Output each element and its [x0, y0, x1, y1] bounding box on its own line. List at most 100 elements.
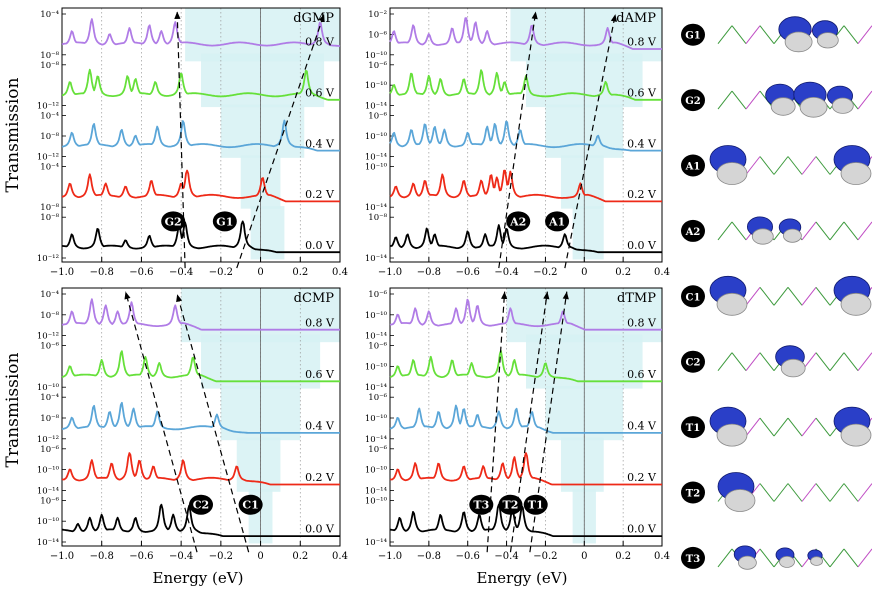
- orbital-a2: A2: [681, 216, 872, 245]
- bond: [731, 90, 747, 110]
- y-tick-label: 10⁻⁶: [368, 290, 387, 300]
- x-tick-label: 0.4: [654, 267, 670, 278]
- annotation-label-t3: T3: [473, 499, 489, 512]
- y-tick-label: 10⁻¹⁴: [365, 102, 388, 112]
- trend-line: [176, 294, 250, 553]
- y-tick-label: 10⁻¹⁰: [365, 81, 388, 91]
- x-tick-label: −0.6: [129, 551, 153, 562]
- series-label-damp-3: 0.6 V: [627, 86, 657, 99]
- bond: [801, 483, 817, 502]
- bond: [857, 25, 872, 45]
- bond: [731, 221, 747, 241]
- annotation-marker-c2: [189, 494, 213, 515]
- y-tick-label: 10⁻⁸: [40, 51, 59, 61]
- series-damp-02: [389, 169, 662, 203]
- bond: [717, 90, 733, 110]
- bond: [857, 352, 872, 372]
- bond: [857, 221, 872, 241]
- y-tick-label: 10⁻⁴: [40, 162, 59, 172]
- series-label-dtmp-4: 0.8 V: [627, 316, 657, 329]
- annotation-label-c2: C2: [193, 499, 209, 512]
- annotation-label-a1: A1: [548, 215, 565, 228]
- bias-window-dtmp-1: [560, 437, 604, 492]
- y-tick-label: 10⁻⁴: [40, 10, 59, 20]
- bond: [787, 417, 803, 437]
- orbital-lobe-grey: [724, 489, 756, 512]
- orbital-label-g2: G2: [685, 96, 701, 107]
- orbital-badge-a1: [681, 154, 705, 177]
- bond: [773, 156, 789, 175]
- orbital-lobe-grey: [840, 423, 872, 447]
- bond: [787, 156, 803, 175]
- y-tick-label: 10⁻⁸: [40, 311, 59, 321]
- series-dcmp-00: [61, 503, 340, 537]
- orbital-label-a1: A1: [685, 162, 701, 173]
- y-tick-label: 10⁻¹⁴: [365, 203, 388, 213]
- annotation-marker-a1: [545, 211, 570, 232]
- orbital-lobe-grey: [716, 162, 748, 185]
- orbital-badge-a2: [681, 219, 705, 242]
- x-tick-label: −0.2: [533, 551, 557, 562]
- panel-title-dtmp: dTMP: [617, 291, 656, 306]
- y-tick-label: 10⁻⁶: [368, 112, 387, 122]
- bond: [843, 25, 859, 45]
- bond: [773, 286, 789, 306]
- series-dtmp-06: [389, 349, 662, 383]
- series-dgmp-08: [61, 18, 341, 47]
- y-tick-label: 10⁻¹⁰: [37, 383, 60, 393]
- annotation-label-g2: G2: [165, 215, 182, 228]
- bond: [829, 352, 845, 372]
- series-label-damp-4: 0.8 V: [627, 36, 657, 49]
- axes-frame-dcmp: [61, 287, 341, 547]
- series-dcmp-04: [61, 401, 340, 434]
- y-tick-label: 10⁻⁸: [40, 213, 59, 223]
- x-tick-label: 0: [581, 267, 587, 278]
- orbital-badge-t1: [681, 416, 705, 439]
- series-dtmp-04: [389, 404, 662, 434]
- orbital-g1: G1: [681, 16, 872, 53]
- series-damp-04: [389, 120, 662, 152]
- x-axis-title-right: Energy (eV): [477, 569, 568, 587]
- bond: [745, 156, 761, 175]
- bond: [731, 25, 747, 45]
- orbital-c1: C1: [681, 275, 872, 316]
- orbital-column: G1 G2 A1 A2 C1 C2 T1 T2 T3: [681, 16, 872, 570]
- orbital-g2: G2: [681, 81, 872, 118]
- y-tick-label: 10⁻¹⁴: [365, 486, 388, 496]
- bond: [745, 352, 761, 372]
- bond: [787, 286, 803, 306]
- bond: [759, 25, 775, 45]
- bond: [759, 352, 775, 372]
- bond: [843, 221, 859, 241]
- orbital-lobe-grey: [840, 162, 872, 185]
- bond: [843, 483, 859, 502]
- orbital-lobe-grey: [751, 228, 774, 245]
- y-tick-label: 10⁻¹²: [37, 152, 59, 162]
- trend-line: [564, 13, 616, 269]
- bond: [829, 548, 845, 568]
- bond: [773, 417, 789, 437]
- y-tick-label: 10⁻¹⁴: [365, 538, 388, 548]
- bond: [857, 548, 872, 568]
- x-tick-label: −0.8: [90, 267, 114, 278]
- bond: [717, 352, 733, 372]
- y-tick-label: 10⁻¹⁰: [37, 466, 60, 476]
- x-tick-label: −0.4: [494, 551, 518, 562]
- bond: [745, 25, 761, 45]
- y-tick-label: 10⁻⁸: [40, 61, 59, 71]
- annotation-label-t2: T2: [503, 499, 519, 512]
- orbital-t2: T2: [681, 472, 872, 512]
- orbital-badge-g2: [681, 89, 705, 112]
- x-axis-title-left: Energy (eV): [153, 569, 244, 587]
- bias-window-dgmp-4: [185, 8, 340, 62]
- y-tick-label: 10⁻⁶: [368, 61, 387, 71]
- y-tick-label: 10⁻¹²: [37, 435, 59, 445]
- y-tick-label: 10⁻⁶: [368, 30, 387, 40]
- panel-dcmp: −1.0 −0.8 −0.6 −0.4 −0.2 0 0.2 0.4 10⁻⁶ 10⁻¹⁰ 10⁻¹…: [37, 287, 348, 562]
- orbital-label-a2: A2: [685, 227, 701, 238]
- y-tick-label: 10⁻⁸: [40, 132, 59, 142]
- y-tick-label: 10⁻⁴: [40, 112, 59, 122]
- series-dgmp-04: [61, 119, 340, 152]
- bond: [815, 352, 831, 372]
- orbital-lobe-grey: [784, 31, 813, 53]
